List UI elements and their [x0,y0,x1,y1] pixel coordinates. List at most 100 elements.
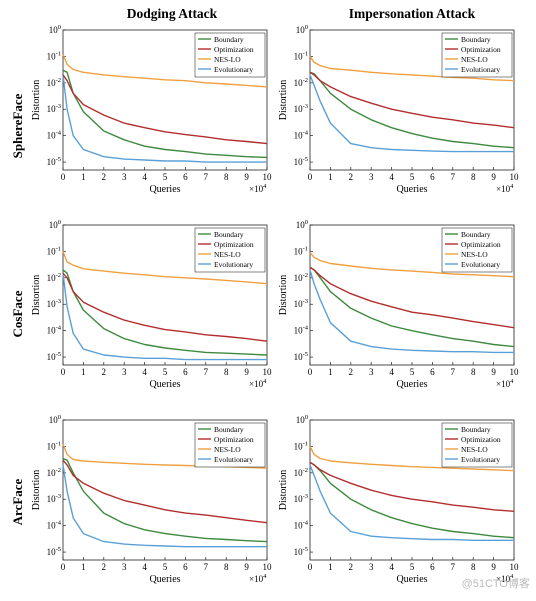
chart-panel-sphereface-impersonation: 0 1 2 3 4 5 6 7 8 9 10 10-5 10-4 10-3 10-2 10-1 100 Queri… [278,24,519,195]
x-tick-label: 4 [389,562,394,572]
series-line-evolutionary [62,74,267,163]
x-tick-label: 8 [471,367,476,377]
y-tick-label: 10-3 [47,298,61,309]
x-tick-label: 0 [308,172,313,182]
x-tick-label: 7 [204,172,209,182]
y-tick-label: 10-1 [294,440,308,451]
chart-panel-arcface-impersonation: 0 1 2 3 4 5 6 7 8 9 10 10-5 10-4 10-3 10-2 10-1 100 Queri… [278,414,519,585]
legend-label: Boundary [214,230,244,239]
y-tick-label: 10-3 [294,103,308,114]
y-tick-label: 10-5 [47,351,61,362]
legend-label: Boundary [461,425,491,434]
series-line-boundary [62,457,268,543]
y-axis-label: Distortion [278,275,289,316]
chart-panel-sphereface-dodging: 0 1 2 3 4 5 6 7 8 9 10 10-5 10-4 10-3 10-2 10-1 100 Queri… [31,24,272,195]
legend-label: NES-LO [214,250,241,259]
y-axis-label: Distortion [278,80,289,121]
x-tick-label: 6 [430,367,435,377]
legend-label: Boundary [214,35,244,44]
series-line-optimization [62,74,268,145]
legend-label: NES-LO [461,445,488,454]
y-tick-label: 10-1 [47,245,61,256]
x-axis-label: Queries [396,574,427,585]
x-tick-label: 10 [510,172,520,182]
x-tick-label: 5 [410,562,415,572]
x-tick-label: 3 [369,367,374,377]
legend-label: Evolutionary [461,260,500,269]
chart-panel-cosface-dodging: 0 1 2 3 4 5 6 7 8 9 10 10-5 10-4 10-3 10-2 10-1 100 Queri… [31,219,272,390]
watermark: @51CTO博客 [461,578,530,590]
y-tick-label: 10-2 [294,77,308,88]
series-line-evolutionary [309,464,514,541]
x-tick-label: 1 [328,367,333,377]
y-tick-label: 10-5 [294,156,308,167]
x-tick-label: 6 [183,562,188,572]
y-tick-label: 10-5 [47,546,61,557]
x-tick-label: 2 [102,562,107,572]
series-line-evolutionary [309,74,514,153]
x-tick-label: 6 [430,562,435,572]
y-tick-label: 10-4 [47,325,62,336]
x-tick-label: 5 [163,367,168,377]
x-tick-label: 9 [244,172,249,182]
series-line-optimization [62,459,268,524]
chart-panel-arcface-dodging: 0 1 2 3 4 5 6 7 8 9 10 10-5 10-4 10-3 10-2 10-1 100 Queri… [31,414,272,585]
column-title-impersonation: Impersonation Attack [348,6,476,21]
x-tick-label: 7 [451,172,456,182]
x-tick-label: 5 [163,172,168,182]
x-tick-label: 3 [122,172,127,182]
x-tick-label: 10 [263,367,273,377]
legend-label: Optimization [461,45,501,54]
legend-label: NES-LO [461,55,488,64]
x-tick-label: 2 [349,562,354,572]
x-tick-label: 2 [349,172,354,182]
y-tick-label: 10-1 [294,50,308,61]
series-line-optimization [309,461,515,512]
x-tick-label: 7 [204,367,209,377]
x-multiplier-label: ×104 [496,183,514,194]
legend-label: NES-LO [214,55,241,64]
y-tick-label: 100 [49,24,61,35]
y-tick-label: 10-2 [47,77,61,88]
x-tick-label: 0 [61,562,66,572]
x-tick-label: 5 [410,172,415,182]
y-tick-label: 10-5 [294,546,308,557]
x-tick-label: 9 [491,172,496,182]
x-tick-label: 6 [183,172,188,182]
y-tick-label: 10-4 [294,325,309,336]
x-tick-label: 9 [244,562,249,572]
x-tick-label: 8 [224,367,229,377]
legend-label: NES-LO [461,250,488,259]
y-tick-label: 100 [296,24,308,35]
series-line-boundary [309,266,515,348]
series-line-nes-lo [309,56,515,82]
y-axis-label: Distortion [278,470,289,511]
x-tick-label: 1 [81,172,86,182]
y-tick-label: 10-5 [294,351,308,362]
x-tick-label: 0 [61,367,66,377]
legend-label: Optimization [214,45,254,54]
x-tick-label: 9 [491,367,496,377]
x-tick-label: 4 [142,367,147,377]
x-axis-label: Queries [149,574,180,585]
x-tick-label: 6 [183,367,188,377]
y-tick-label: 10-4 [47,130,62,141]
y-tick-label: 10-1 [294,245,308,256]
y-tick-label: 10-2 [294,272,308,283]
series-line-nes-lo [309,252,515,278]
x-tick-label: 4 [389,172,394,182]
y-tick-label: 10-1 [47,50,61,61]
chart-panel-cosface-impersonation: 0 1 2 3 4 5 6 7 8 9 10 10-5 10-4 10-3 10-2 10-1 100 Queri… [278,219,519,390]
legend-label: Optimization [461,435,501,444]
x-tick-label: 3 [369,172,374,182]
x-multiplier-label: ×104 [249,183,267,194]
x-tick-label: 1 [328,172,333,182]
legend-label: Optimization [461,240,501,249]
y-tick-label: 10-3 [294,298,308,309]
y-axis-label: Distortion [31,275,42,316]
x-tick-label: 7 [451,562,456,572]
